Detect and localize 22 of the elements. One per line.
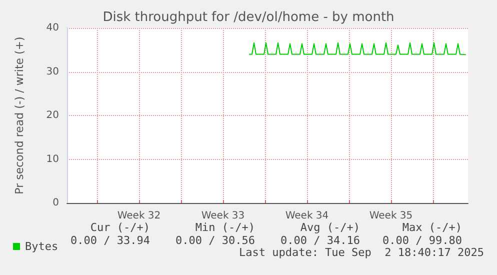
x-tick-label: Week 35 — [369, 210, 413, 222]
text: Cur (-/+) — [90, 221, 150, 234]
x-tick-label: Week 33 — [201, 210, 245, 222]
text: Min (-/+) — [195, 221, 255, 234]
line-series — [248, 42, 466, 56]
text: Last update: Tue Sep 2 18:40:17 2025 — [238, 246, 484, 259]
y-axis-title: Pr second read (-) / write (+) — [13, 36, 26, 194]
text: 0.00 / 99.80 — [382, 234, 462, 247]
text: Avg (-/+) — [300, 221, 360, 234]
y-tick-label: 0 — [52, 198, 59, 208]
x-tick-label: Week 34 — [285, 210, 329, 222]
text: 0.00 / 34.16 — [280, 234, 360, 247]
y-tick-label: 10 — [46, 154, 59, 165]
y-tick-label: 30 — [46, 66, 59, 78]
text: 0.00 / 30.56 — [176, 234, 255, 247]
legend-label: Bytes — [25, 240, 58, 253]
y-tick-label: 40 — [46, 22, 59, 34]
text: 0.00 / 33.94 — [70, 234, 150, 247]
y-tick-label: 20 — [46, 110, 59, 121]
text: Max (-/+) — [402, 221, 462, 234]
chart-title: Disk throughput for /dev/ol/home - by month — [102, 10, 394, 25]
x-tick-label: Week 32 — [117, 210, 161, 222]
